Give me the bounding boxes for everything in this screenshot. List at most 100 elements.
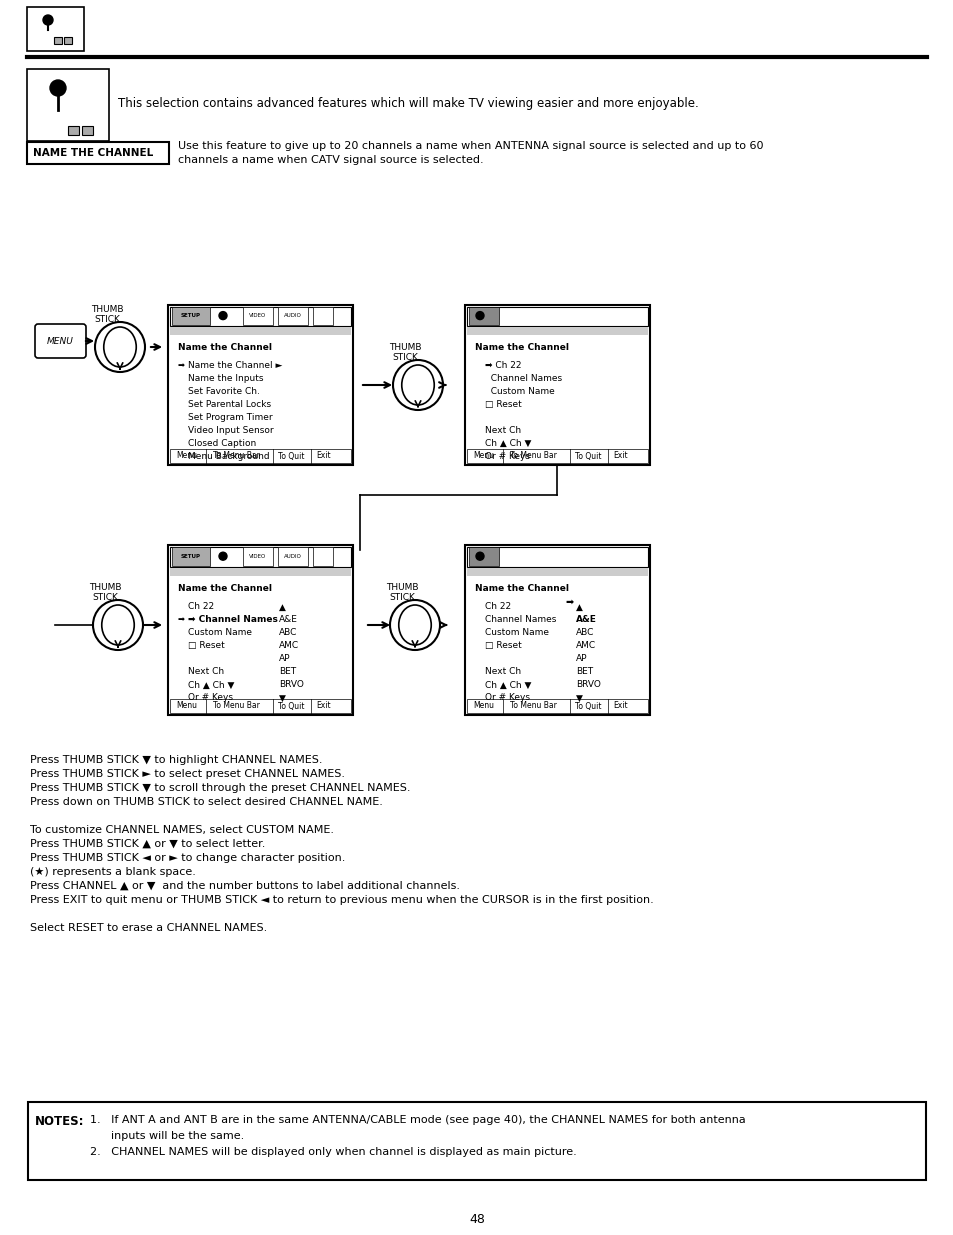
FancyBboxPatch shape <box>27 69 109 141</box>
Text: ➡: ➡ <box>564 597 573 606</box>
Circle shape <box>219 552 227 561</box>
Text: Ch ▲ Ch ▼: Ch ▲ Ch ▼ <box>188 680 234 689</box>
Bar <box>464 545 649 715</box>
Text: To Menu Bar: To Menu Bar <box>510 701 557 710</box>
Bar <box>313 547 333 567</box>
Ellipse shape <box>102 605 134 645</box>
Bar <box>313 308 333 325</box>
Bar <box>469 308 498 325</box>
Bar <box>172 547 210 567</box>
Bar <box>168 545 353 715</box>
Text: Press down on THUMB STICK to select desired CHANNEL NAME.: Press down on THUMB STICK to select desi… <box>30 797 382 806</box>
Text: Press THUMB STICK ▲ or ▼ to select letter.: Press THUMB STICK ▲ or ▼ to select lette… <box>30 839 265 848</box>
Text: STICK: STICK <box>92 593 118 601</box>
Text: THUMB: THUMB <box>91 305 123 314</box>
Text: AUDIO: AUDIO <box>284 314 301 319</box>
Text: To customize CHANNEL NAMES, select CUSTOM NAME.: To customize CHANNEL NAMES, select CUSTO… <box>30 825 334 835</box>
Text: To Quit: To Quit <box>277 452 304 461</box>
Text: Name the Channel: Name the Channel <box>178 343 272 352</box>
Text: SETUP: SETUP <box>181 553 201 558</box>
Text: Exit: Exit <box>613 452 627 461</box>
Bar <box>464 305 649 466</box>
Bar <box>467 699 647 713</box>
Text: AP: AP <box>278 655 291 663</box>
Text: A&E: A&E <box>278 615 297 625</box>
Bar <box>68 126 79 135</box>
Text: Channel Names: Channel Names <box>484 615 556 625</box>
Text: Press THUMB STICK ◄ or ► to change character position.: Press THUMB STICK ◄ or ► to change chara… <box>30 853 345 863</box>
FancyBboxPatch shape <box>27 142 169 164</box>
Text: VIDEO: VIDEO <box>249 553 266 558</box>
Text: Next Ch: Next Ch <box>188 667 224 677</box>
Text: Or # Keys: Or # Keys <box>188 693 233 703</box>
Text: Or # Keys: Or # Keys <box>484 693 530 703</box>
Text: BET: BET <box>576 667 593 677</box>
Text: 2.   CHANNEL NAMES will be displayed only when channel is displayed as main pict: 2. CHANNEL NAMES will be displayed only … <box>90 1147 577 1157</box>
Text: ➡: ➡ <box>178 615 185 625</box>
Bar <box>170 547 351 567</box>
Text: Ch 22: Ch 22 <box>484 603 511 611</box>
Text: To Menu Bar: To Menu Bar <box>213 452 259 461</box>
Bar <box>64 37 71 44</box>
Text: Next Ch: Next Ch <box>484 426 520 435</box>
Bar <box>469 547 498 567</box>
Bar <box>467 327 647 335</box>
Text: NOTES:: NOTES: <box>35 1115 85 1128</box>
Text: Use this feature to give up to 20 channels a name when ANTENNA signal source is : Use this feature to give up to 20 channe… <box>178 141 762 165</box>
Text: □ Reset: □ Reset <box>188 641 225 651</box>
Text: ABC: ABC <box>278 629 297 637</box>
Text: BRVO: BRVO <box>576 680 600 689</box>
Text: ▲: ▲ <box>278 603 286 611</box>
Text: Closed Caption: Closed Caption <box>188 440 256 448</box>
Text: AMC: AMC <box>278 641 299 651</box>
Text: Custom Name: Custom Name <box>484 388 554 396</box>
Text: THUMB: THUMB <box>385 583 417 592</box>
Text: Menu: Menu <box>175 452 196 461</box>
Text: Select RESET to erase a CHANNEL NAMES.: Select RESET to erase a CHANNEL NAMES. <box>30 923 267 932</box>
Text: AMC: AMC <box>576 641 596 651</box>
Text: Name the Channel: Name the Channel <box>178 584 272 593</box>
Circle shape <box>476 552 483 561</box>
Text: Set Favorite Ch.: Set Favorite Ch. <box>188 388 259 396</box>
Text: BRVO: BRVO <box>278 680 304 689</box>
Text: Name the Inputs: Name the Inputs <box>188 374 263 383</box>
Text: ▼: ▼ <box>278 693 286 703</box>
Text: STICK: STICK <box>392 353 417 362</box>
Text: STICK: STICK <box>389 593 415 601</box>
Text: This selection contains advanced features which will make TV viewing easier and : This selection contains advanced feature… <box>118 98 698 110</box>
Text: To Quit: To Quit <box>277 701 304 710</box>
Text: Exit: Exit <box>613 701 627 710</box>
Text: Custom Name: Custom Name <box>484 629 548 637</box>
Text: To Menu Bar: To Menu Bar <box>510 452 557 461</box>
Circle shape <box>43 15 53 25</box>
Text: Menu Background: Menu Background <box>188 452 270 461</box>
Text: ➡ Channel Names: ➡ Channel Names <box>188 615 277 625</box>
Bar <box>243 308 273 325</box>
Text: NAME THE CHANNEL: NAME THE CHANNEL <box>33 148 153 158</box>
Text: Name the Channel: Name the Channel <box>475 584 568 593</box>
Text: Menu: Menu <box>175 701 196 710</box>
Bar <box>467 450 647 463</box>
Text: AUDIO: AUDIO <box>284 553 301 558</box>
Ellipse shape <box>104 327 136 367</box>
Text: inputs will be the same.: inputs will be the same. <box>90 1131 244 1141</box>
Text: A&E: A&E <box>576 615 597 625</box>
Text: Press THUMB STICK ▼ to highlight CHANNEL NAMES.: Press THUMB STICK ▼ to highlight CHANNEL… <box>30 755 322 764</box>
Bar <box>172 308 210 325</box>
Bar <box>170 699 351 713</box>
Circle shape <box>92 600 143 650</box>
Text: Custom Name: Custom Name <box>188 629 252 637</box>
Text: Next Ch: Next Ch <box>484 667 520 677</box>
Bar <box>170 568 351 577</box>
Text: □ Reset: □ Reset <box>484 641 521 651</box>
Bar <box>467 568 647 577</box>
Text: BET: BET <box>278 667 295 677</box>
Circle shape <box>219 311 227 320</box>
Text: Channel Names: Channel Names <box>484 374 561 383</box>
Bar <box>277 308 308 325</box>
Bar <box>168 305 353 466</box>
Text: Video Input Sensor: Video Input Sensor <box>188 426 274 435</box>
Text: Press EXIT to quit menu or THUMB STICK ◄ to return to previous menu when the CUR: Press EXIT to quit menu or THUMB STICK ◄… <box>30 895 653 905</box>
FancyBboxPatch shape <box>35 324 86 358</box>
Text: ➡: ➡ <box>178 361 185 370</box>
